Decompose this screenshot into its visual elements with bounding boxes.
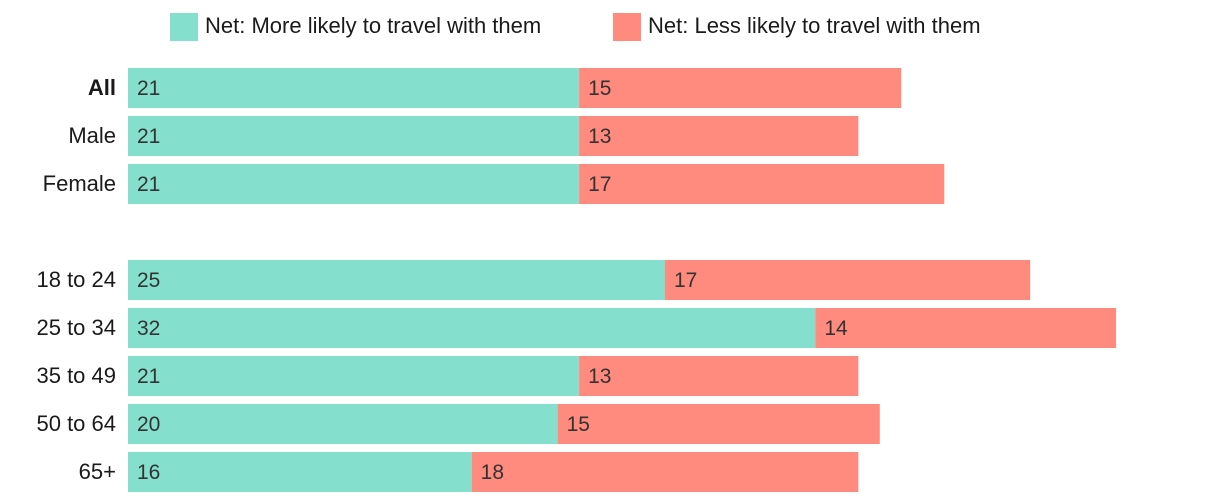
value-more-likely-all: 21 <box>137 77 160 100</box>
value-more-likely-male: 21 <box>137 125 160 148</box>
bar-less-likely-18-to-24 <box>665 260 1031 300</box>
bar-more-likely-65 <box>128 452 472 492</box>
value-more-likely-female: 21 <box>137 173 160 196</box>
value-less-likely-male: 13 <box>588 125 611 148</box>
bar-row-35-to-49: 35 to 49 21 13 <box>36 356 859 396</box>
value-more-likely-18-to-24: 25 <box>137 269 160 292</box>
bar-more-likely-50-to-64 <box>128 404 558 444</box>
legend-swatch-more-likely <box>170 13 198 41</box>
chart-rows: All 21 15 Male 21 13 Female 21 17 18 to 24 25 17 25 … <box>36 68 1117 492</box>
value-less-likely-50-to-64: 15 <box>567 413 590 436</box>
value-less-likely-all: 15 <box>588 77 611 100</box>
bar-less-likely-female <box>579 164 945 204</box>
bar-row-65: 65+ 16 18 <box>79 452 859 492</box>
legend-label-less-likely: Net: Less likely to travel with them <box>648 13 981 38</box>
value-more-likely-25-to-34: 32 <box>137 317 160 340</box>
bar-row-female: Female 21 17 <box>43 164 945 204</box>
value-more-likely-65: 16 <box>137 461 160 484</box>
row-label-male: Male <box>68 123 116 148</box>
bar-row-18-to-24: 18 to 24 25 17 <box>36 260 1031 300</box>
bar-more-likely-35-to-49 <box>128 356 580 396</box>
legend-label-more-likely: Net: More likely to travel with them <box>205 13 541 38</box>
bar-less-likely-35-to-49 <box>579 356 859 396</box>
value-less-likely-25-to-34: 14 <box>824 317 848 340</box>
bar-row-25-to-34: 25 to 34 32 14 <box>36 308 1117 348</box>
row-label-18-to-24: 18 to 24 <box>36 267 116 292</box>
bar-row-all: All 21 15 <box>88 68 902 108</box>
row-label-65: 65+ <box>79 459 116 484</box>
row-label-female: Female <box>43 171 116 196</box>
bar-more-likely-25-to-34 <box>128 308 816 348</box>
value-less-likely-18-to-24: 17 <box>674 269 697 292</box>
bar-more-likely-all <box>128 68 580 108</box>
bar-row-50-to-64: 50 to 64 20 15 <box>36 404 880 444</box>
bar-row-male: Male 21 13 <box>68 116 859 156</box>
bar-less-likely-50-to-64 <box>557 404 880 444</box>
row-label-25-to-34: 25 to 34 <box>36 315 116 340</box>
bar-more-likely-18-to-24 <box>128 260 665 300</box>
value-less-likely-65: 18 <box>481 461 504 484</box>
row-label-35-to-49: 35 to 49 <box>36 363 116 388</box>
row-label-50-to-64: 50 to 64 <box>36 411 116 436</box>
bar-more-likely-female <box>128 164 580 204</box>
bar-less-likely-male <box>579 116 859 156</box>
value-less-likely-female: 17 <box>588 173 611 196</box>
bar-less-likely-65 <box>471 452 859 492</box>
value-more-likely-35-to-49: 21 <box>137 365 160 388</box>
bar-more-likely-male <box>128 116 580 156</box>
bar-less-likely-all <box>579 68 902 108</box>
value-more-likely-50-to-64: 20 <box>137 413 160 436</box>
legend: Net: More likely to travel with them Net:… <box>170 13 981 41</box>
row-label-all: All <box>88 75 116 100</box>
bar-less-likely-25-to-34 <box>815 308 1117 348</box>
legend-swatch-less-likely <box>613 13 641 41</box>
value-less-likely-35-to-49: 13 <box>588 365 611 388</box>
